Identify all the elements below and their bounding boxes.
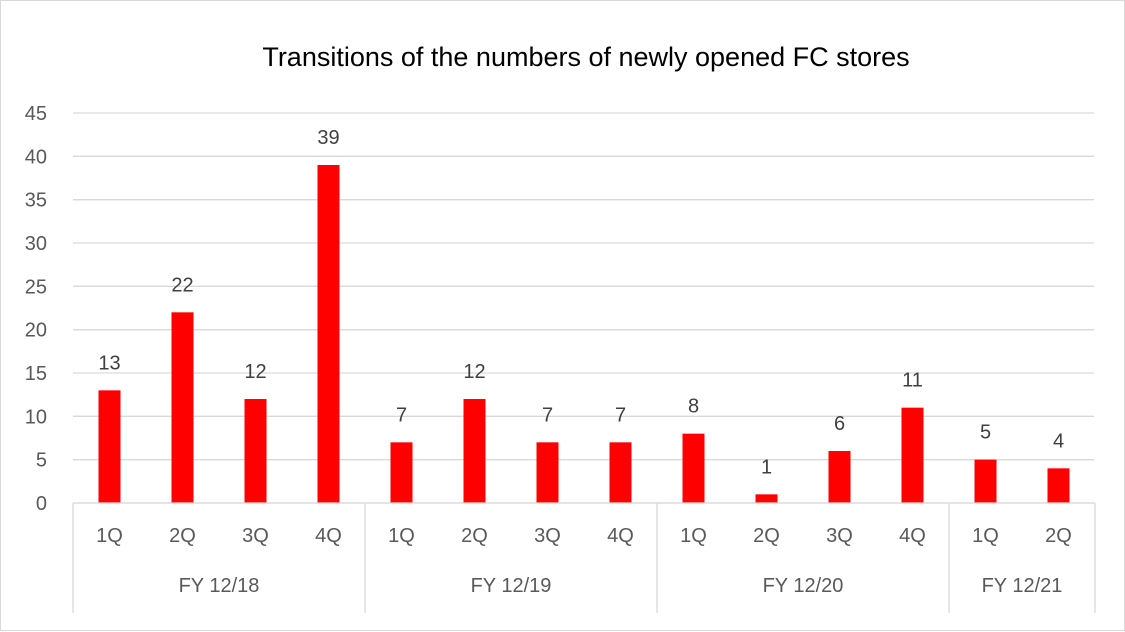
bar <box>901 407 924 503</box>
data-label: 7 <box>615 404 626 426</box>
bar <box>463 399 486 503</box>
x-axis: 1Q 2Q 3Q 4Q FY 12/18 1Q 2Q 3Q 4Q FY 12/19 1Q 2Q 3Q 4Q… <box>72 502 1096 613</box>
data-label: 13 <box>98 352 120 374</box>
x-tick-label: 1Q <box>972 525 999 547</box>
bar <box>682 433 705 503</box>
data-label: 12 <box>463 361 485 383</box>
x-tick-label: 4Q <box>899 525 926 547</box>
x-tick-label: 3Q <box>534 525 561 547</box>
bar <box>98 390 121 503</box>
data-label: 4 <box>1053 430 1064 452</box>
data-label: 12 <box>244 361 266 383</box>
chart-title: Transitions of the numbers of newly open… <box>262 42 909 72</box>
bar <box>974 459 997 503</box>
bars: 13 22 12 39 7 12 7 7 8 1 6 11 5 4 <box>98 127 1070 503</box>
y-axis: 0 5 10 15 20 25 30 35 40 45 <box>25 103 47 515</box>
x-tick-label: 4Q <box>607 525 634 547</box>
data-label: 11 <box>902 370 923 392</box>
group-label: FY 12/21 <box>982 575 1063 597</box>
bar <box>828 451 851 503</box>
x-tick-label: 2Q <box>169 525 196 547</box>
x-tick-label: 4Q <box>315 525 342 547</box>
x-tick-label: 3Q <box>242 525 269 547</box>
y-tick-label: 5 <box>36 450 47 472</box>
bar <box>390 442 413 503</box>
data-label: 1 <box>761 456 772 478</box>
y-tick-label: 40 <box>25 146 47 168</box>
x-tick-label: 1Q <box>96 525 123 547</box>
bar <box>1047 468 1070 503</box>
x-tick-label: 2Q <box>461 525 488 547</box>
y-tick-label: 30 <box>25 233 47 255</box>
group-label: FY 12/20 <box>763 575 844 597</box>
x-tick-label: 1Q <box>388 525 415 547</box>
y-tick-label: 0 <box>36 493 47 515</box>
x-tick-label: 3Q <box>826 525 853 547</box>
data-label: 7 <box>396 404 407 426</box>
y-tick-label: 15 <box>25 363 47 385</box>
x-tick-label: 1Q <box>680 525 707 547</box>
data-label: 39 <box>317 127 339 149</box>
bar <box>536 442 559 503</box>
x-tick-label: 2Q <box>753 525 780 547</box>
bar <box>171 312 194 503</box>
data-label: 8 <box>688 396 699 418</box>
y-tick-label: 10 <box>25 406 47 428</box>
y-tick-label: 35 <box>25 190 47 212</box>
data-label: 22 <box>171 274 193 296</box>
data-label: 6 <box>834 413 845 435</box>
gridlines <box>73 112 1094 504</box>
data-label: 5 <box>980 422 991 444</box>
x-tick-label: 2Q <box>1045 525 1072 547</box>
data-label: 7 <box>542 404 553 426</box>
bar <box>755 494 778 503</box>
group-label: FY 12/18 <box>179 575 260 597</box>
bar <box>317 165 340 503</box>
group-label: FY 12/19 <box>471 575 552 597</box>
y-tick-label: 20 <box>25 320 47 342</box>
y-tick-label: 45 <box>25 103 47 125</box>
bar <box>609 442 632 503</box>
y-tick-label: 25 <box>25 276 47 298</box>
bar <box>244 399 267 503</box>
